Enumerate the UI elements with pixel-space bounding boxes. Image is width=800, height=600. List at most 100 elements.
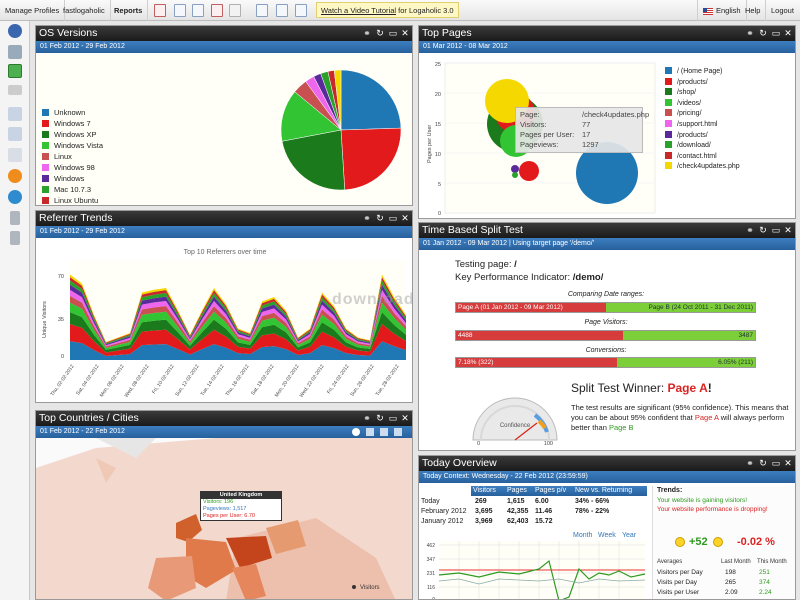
maximize-icon[interactable]: ▭ [771,28,781,38]
row-ppv: 6.00 [535,498,549,505]
link-icon[interactable]: ⚭ [746,225,754,235]
pie-slice[interactable] [340,69,402,131]
globe-icon[interactable] [8,190,22,204]
period-month-link[interactable]: Month [573,532,593,539]
y-tick: 35 [58,317,64,323]
area-series[interactable] [70,280,406,345]
legend-label: /contact.html [677,152,717,160]
area-series[interactable] [70,284,406,346]
logout-link[interactable]: Logout [771,6,794,15]
help-link[interactable]: Help [740,0,767,21]
area-series[interactable] [70,341,406,360]
globe-view-icon[interactable] [352,428,360,436]
profile-selector[interactable]: fastlogaholic [58,0,111,21]
layout-rows-icon[interactable] [295,4,307,17]
refresh-icon[interactable]: ↻ [376,413,384,423]
bubble-home[interactable] [576,142,638,204]
x-tick: Tue, 28-02-2012 [375,364,401,398]
refresh-icon[interactable]: ↻ [376,28,384,38]
row-newret: 78% - 22% [575,508,610,515]
close-icon[interactable]: ✕ [401,413,409,423]
maximize-icon[interactable]: ▭ [771,458,781,468]
os-legend-item: Windows Vista [42,141,103,151]
period-week-link[interactable]: Week [598,532,616,539]
wizard-icon[interactable] [8,45,22,59]
avg-label: Visits per User [657,589,700,596]
bubble-contact[interactable] [519,161,539,181]
maximize-icon[interactable]: ▭ [388,28,398,38]
referrer-area-chart: Top 10 Referrers over time Unique Visito… [42,249,406,399]
video-tutorial-link[interactable]: Watch a Video Tutorial [321,6,397,15]
tooltip-value: 17 [582,130,591,139]
refresh-icon[interactable]: ↻ [376,213,384,223]
bubble-products-2[interactable] [511,165,519,173]
period-year-link[interactable]: Year [622,532,637,539]
legend-swatch [42,175,49,182]
top-pages-legend-item: /check4updates.php [665,162,740,172]
pie-slice[interactable] [281,129,346,191]
top-pages-legend-item: /shop/ [665,88,696,98]
area-series[interactable] [70,302,406,350]
close-icon[interactable]: ✕ [401,213,409,223]
legend-label: Windows 7 [54,119,91,128]
link-icon[interactable]: ⚭ [363,213,371,223]
hdd-icon[interactable] [8,85,22,95]
tools-icon[interactable] [10,211,20,225]
today-overview-panel: Today Overview ⚭ ↻ ▭ ✕ Today Context: We… [418,455,796,600]
maximize-icon[interactable]: ▭ [388,213,398,223]
area-series[interactable] [70,324,406,357]
close-icon[interactable]: ✕ [784,458,792,468]
document-icon[interactable] [8,148,22,162]
maximize-icon[interactable]: ▭ [771,225,781,235]
y-tick: 15 [435,122,441,128]
table-view-icon[interactable] [380,428,388,436]
manage-profiles-link[interactable]: Manage Profiles [0,0,66,21]
area-series[interactable] [70,274,406,343]
link-icon[interactable]: ⚭ [363,413,371,423]
panel-title: OS Versions [39,27,98,39]
report-icon[interactable] [8,107,22,121]
close-icon[interactable]: ✕ [784,28,792,38]
pie-slice[interactable] [280,91,342,142]
calendar-icon[interactable] [154,4,166,17]
layout-icon[interactable] [256,4,268,17]
pie-slice[interactable] [340,127,402,191]
wrench-icon[interactable] [10,231,20,245]
conversions-a: 7.18% (322) [456,358,618,367]
pie-slice[interactable] [333,69,342,131]
print-icon[interactable] [394,428,402,436]
pdf-icon[interactable] [211,4,223,17]
refresh-icon[interactable]: ↻ [759,458,767,468]
edit-icon[interactable] [174,4,186,17]
link-icon[interactable]: ⚭ [746,458,754,468]
link-icon[interactable]: ⚭ [746,28,754,38]
maximize-icon[interactable]: ▭ [388,413,398,423]
percent-icon[interactable] [8,169,22,183]
dashboard-icon[interactable] [8,64,22,78]
chart-title: Top 10 Referrers over time [184,249,267,256]
reports-menu[interactable]: Reports [109,0,149,21]
area-series[interactable] [70,289,406,347]
refresh-icon[interactable]: ↻ [759,28,767,38]
link-icon[interactable]: ⚭ [363,28,371,38]
map-view-icon[interactable] [366,428,374,436]
sitemap-icon[interactable] [8,127,22,141]
save-icon[interactable] [192,4,204,17]
close-icon[interactable]: ✕ [401,28,409,38]
refresh-icon[interactable]: ↻ [759,225,767,235]
area-series[interactable] [70,295,406,348]
language-selector[interactable]: English [697,0,747,21]
close-icon[interactable]: ✕ [784,225,792,235]
tooltip-ppu: Pages per User: 6.70 [203,513,255,519]
y-tick: 116 [427,585,435,591]
tooltip-country: United Kingdom [201,492,281,499]
top-pages-legend-item: /pricing/ [665,109,702,119]
area-series[interactable] [70,312,406,353]
layout-columns-icon[interactable] [276,4,288,17]
bubble-download[interactable] [512,172,518,178]
trash-icon[interactable] [229,4,241,17]
area-series[interactable] [70,277,406,344]
x-tick: Wed, 22-02-2012 [299,364,326,399]
tooltip-pageviews: Pageviews: 1,517 [203,506,247,512]
logo-icon[interactable] [8,24,22,38]
